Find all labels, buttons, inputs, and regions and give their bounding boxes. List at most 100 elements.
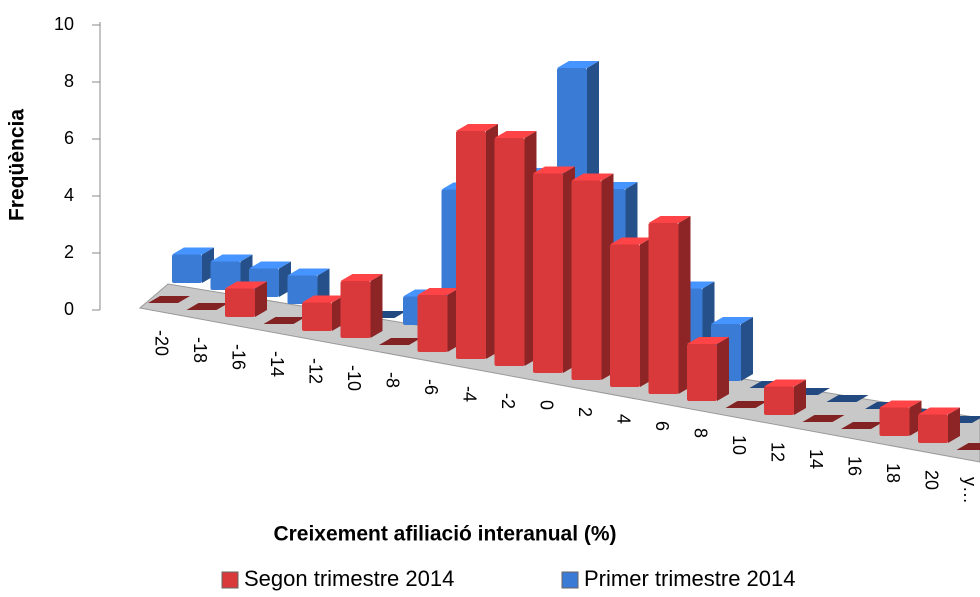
bar-front (225, 288, 255, 317)
bar-side (255, 281, 267, 317)
bar-top (225, 281, 267, 289)
bars (148, 61, 980, 450)
bar-side (717, 337, 729, 401)
bar (826, 395, 869, 402)
bar (417, 288, 460, 352)
bar-top (456, 124, 498, 131)
bar (841, 422, 883, 429)
x-tick-label: y… (960, 477, 980, 504)
x-tick-label: -6 (421, 379, 441, 395)
x-tick-label: 8 (690, 428, 710, 438)
bar-side (370, 274, 383, 338)
bar (379, 338, 421, 345)
bar-top (249, 261, 291, 269)
bar-side (794, 379, 806, 415)
bar-front (571, 180, 602, 380)
y-axis-label: Freqüència (6, 109, 29, 221)
bar (302, 295, 344, 331)
bar-top (186, 303, 229, 310)
x-tick-label: -16 (228, 344, 248, 370)
bar-top (557, 61, 599, 68)
bar (687, 337, 729, 401)
bar-front (610, 244, 640, 387)
bar (287, 268, 330, 304)
bar-top (725, 401, 768, 408)
bar-front (456, 131, 486, 359)
bar-top (687, 337, 729, 344)
x-axis-label: Creixement afiliació interanual (%) (273, 523, 616, 546)
x-tick-label: -14 (267, 351, 287, 377)
bar-top (210, 254, 253, 262)
bar-top (841, 422, 883, 429)
bar (802, 415, 845, 422)
bar (148, 296, 190, 303)
bar-top (571, 173, 614, 181)
bar-top (340, 274, 383, 281)
bar-front (687, 344, 717, 401)
bar-front (494, 138, 525, 366)
bar (494, 131, 537, 366)
bar-top (879, 400, 922, 408)
bar-top (802, 415, 845, 422)
x-tick-label: -10 (344, 365, 364, 391)
bar-side (948, 407, 960, 443)
bar (879, 400, 922, 436)
bar-top (379, 338, 421, 345)
x-tick-label: 0 (536, 400, 556, 410)
x-tick-label: -20 (151, 330, 171, 356)
x-tick-label: 4 (613, 414, 633, 424)
bar (648, 216, 691, 394)
x-tick-label: 10 (729, 435, 749, 455)
legend-swatch (561, 571, 579, 589)
x-tick-label: -18 (190, 337, 210, 363)
bar-front (918, 414, 948, 443)
bar (725, 401, 768, 408)
y-tick-label: 0 (64, 299, 74, 319)
bar (533, 166, 575, 373)
bar (571, 173, 614, 380)
bar-top (648, 216, 691, 223)
bar-top (172, 247, 214, 255)
bar-top (610, 237, 652, 245)
bar (340, 274, 383, 338)
x-tick-label: 12 (767, 442, 787, 462)
x-tick-label: -8 (382, 372, 402, 388)
y-tick-label: 6 (64, 128, 74, 148)
bar-front (417, 295, 448, 352)
bar-front (210, 261, 241, 290)
bar-top (417, 288, 460, 295)
bar-top (711, 317, 753, 324)
bar-top (148, 296, 190, 303)
bar (210, 254, 253, 290)
bar-top (494, 131, 537, 138)
bar-front (287, 275, 318, 304)
bar (186, 303, 229, 310)
bar (172, 247, 214, 283)
legend-label: Segon trimestre 2014 (244, 566, 454, 591)
bar-front (172, 254, 202, 283)
y-tick-label: 4 (64, 185, 74, 205)
bar-front (302, 302, 332, 331)
x-tick-label: 20 (921, 470, 941, 490)
bar-top (826, 395, 869, 402)
bar-side (741, 317, 753, 381)
bar-top (263, 317, 306, 324)
bar-side (317, 268, 330, 304)
bar (456, 124, 498, 359)
x-tick-label: -2 (498, 393, 518, 409)
y-tick-label: 8 (64, 71, 74, 91)
x-tick-label: -4 (459, 386, 479, 402)
bar-front (648, 223, 679, 394)
bar-top (918, 407, 960, 415)
x-tick-label: 2 (575, 407, 595, 417)
bar-top (764, 379, 806, 387)
x-tick-label: 18 (883, 463, 903, 483)
bar (764, 379, 806, 415)
bar-top (302, 295, 344, 303)
bar-top (956, 443, 980, 450)
bar-top (287, 268, 330, 276)
legend: Segon trimestre 2014 Primer trimestre 201… (221, 566, 796, 591)
x-tick-label: 14 (806, 449, 826, 469)
legend-swatch (221, 571, 239, 589)
